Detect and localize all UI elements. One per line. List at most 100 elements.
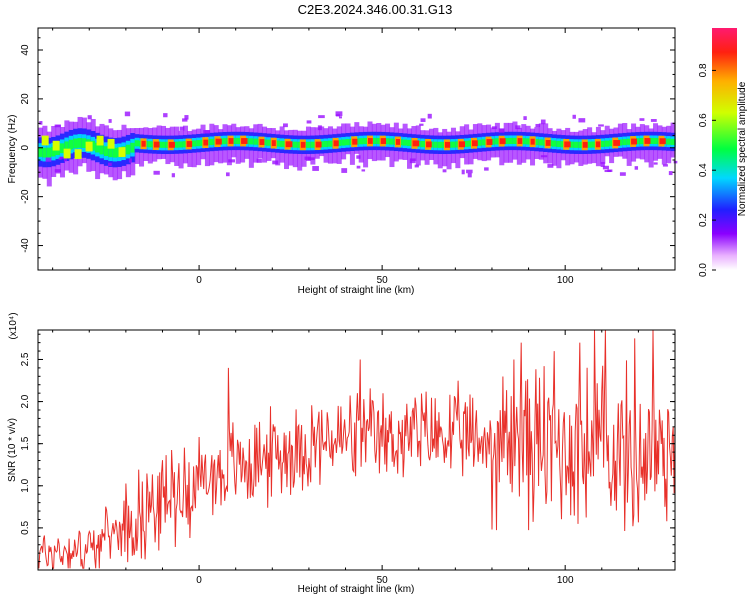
spectrogram-cell [477, 139, 483, 146]
spectrogram-cell [182, 118, 188, 122]
colorbar-tick-label: 0.6 [698, 113, 709, 127]
spectrogram-band [38, 111, 678, 187]
spectrogram-cell [241, 138, 248, 144]
spectrogram-cell [54, 169, 61, 173]
snr-line [37, 329, 676, 569]
spectrogram-cell [38, 147, 43, 157]
spectrogram-cell [508, 137, 514, 144]
spectrogram-cell [271, 140, 276, 147]
colorbar-tick-label: 0.8 [698, 63, 709, 77]
spectrogram-cell [427, 113, 432, 119]
y-tick-label: 0.5 [20, 521, 31, 535]
spectrogram-cell [376, 137, 382, 145]
spectrogram-cell [626, 138, 632, 145]
spectrogram-cell [333, 140, 339, 147]
spectrogram-cell [231, 137, 237, 144]
spectrogram-cell [323, 140, 329, 148]
spectrogram-cell [389, 138, 395, 145]
spectrogram-cell [209, 138, 215, 146]
spectrogram-cell [458, 141, 466, 148]
spectrogram-cell [523, 116, 527, 120]
spectrogram-cell [512, 137, 518, 145]
spectrogram-cell [128, 158, 132, 163]
spectrogram-cell [666, 138, 672, 145]
spectrogram-cell [222, 138, 228, 145]
spectrogram-cell [600, 162, 605, 167]
spectrogram-cell [108, 162, 112, 166]
spectrogram-cell [306, 120, 312, 124]
spectrogram-cell [96, 135, 104, 146]
spectrogram-cell [635, 138, 641, 145]
spectrogram-cell [582, 141, 588, 148]
snr-panel: 0 50 100 0.5 1.0 1.5 2.0 2.5 Height of straight… [7, 312, 676, 595]
spectrogram-cell [622, 139, 628, 146]
spectrogram-cell [499, 138, 506, 145]
colorbar-ticks: 0.0 0.2 0.4 0.6 0.8 [698, 63, 716, 277]
spectrogram-cell [367, 138, 373, 144]
spectrogram-cell [310, 141, 316, 148]
spectrogram-cell [356, 165, 361, 169]
spectrogram-cell [503, 137, 509, 145]
spectrogram-cell [215, 138, 222, 145]
spectrogram-cell [63, 158, 67, 162]
spectrogram-cell [521, 138, 527, 145]
spectrogram-cell [315, 141, 322, 148]
y-tick-label: 20 [20, 93, 31, 105]
spectrogram-cell [426, 141, 432, 148]
spectrogram-cell [319, 141, 325, 148]
spectrogram-cell [228, 159, 235, 163]
snr-frame [37, 329, 676, 571]
spectrogram-panel: 0 50 100 -40 -20 0 20 40 Height of straight lin… [7, 27, 678, 296]
spectrogram-cell [203, 130, 211, 134]
spectrogram-cell [659, 138, 666, 145]
spectrogram-cell [73, 138, 79, 149]
spectrogram-cell [341, 139, 347, 146]
spectrogram-cell [58, 157, 62, 160]
spectrogram-cell [103, 146, 109, 157]
spectrogram-cell [639, 137, 645, 145]
spectrogram-cell [108, 119, 112, 123]
spectrogram-cell [670, 138, 676, 145]
spectrogram-cell [124, 111, 131, 117]
y-tick-label: 1.5 [20, 436, 31, 450]
spectrogram-cell [108, 147, 114, 158]
spectrogram-cell [564, 141, 571, 148]
colorbar-tick-label: 0.4 [698, 163, 709, 177]
spectrogram-cell [256, 158, 262, 163]
spectrogram-cell [461, 169, 465, 175]
spectrogram-cell [235, 137, 241, 144]
spectrogram-cell [179, 126, 185, 131]
spectrogram-cell [64, 141, 70, 152]
spectrogram-cell [569, 141, 575, 148]
spectrogram-ylabel: Frequency (Hz) [7, 115, 18, 184]
spectrogram-cell [182, 141, 188, 148]
spectrogram-cell [283, 123, 288, 128]
spectrogram-cell [226, 172, 230, 177]
spectrogram-cell [420, 141, 426, 148]
spectrogram-cell [95, 142, 101, 153]
spectrogram-cell [517, 138, 523, 144]
spectrogram-cell [335, 111, 343, 117]
spectrogram-cell [107, 138, 115, 149]
colorbar: 0.0 0.2 0.4 0.6 0.8 Normalized spectral ampl… [698, 28, 748, 277]
spectrogram-cell [437, 141, 443, 148]
spectrogram-cell [174, 141, 180, 148]
spectrogram-cell [450, 141, 456, 148]
spectrogram-cell [494, 138, 500, 145]
spectrogram-cell [604, 169, 612, 173]
spectrogram-cell [134, 140, 140, 147]
colorbar-scale [712, 28, 737, 270]
spectrogram-cell [161, 141, 167, 148]
spectrogram-cell [125, 144, 131, 155]
y-tick-label: 1.0 [20, 478, 31, 492]
spectrogram-cell [356, 155, 361, 159]
spectrogram-cell [59, 143, 65, 154]
spectrogram-cell [578, 141, 584, 148]
spectrogram-cell [591, 141, 597, 148]
snr-series [37, 329, 676, 569]
spectrogram-cell [130, 142, 136, 153]
spectrogram-cell [46, 147, 52, 158]
spectrogram-cell [442, 169, 447, 173]
spectrogram-cell [572, 114, 576, 119]
